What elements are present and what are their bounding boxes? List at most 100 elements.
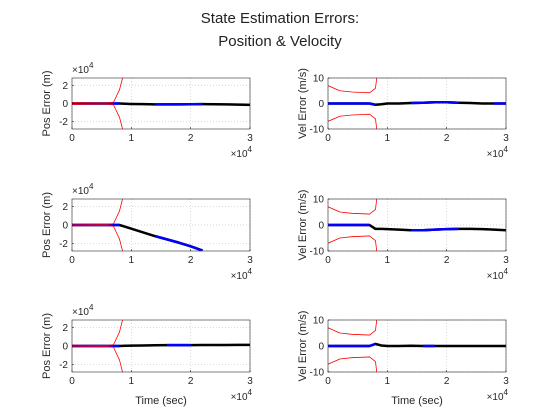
figure-title: State Estimation Errors:	[201, 10, 359, 27]
x-tick-label: 1	[385, 133, 391, 144]
exponent-power: 4	[248, 388, 253, 397]
y-tick-label: -2	[59, 239, 68, 250]
series-line	[72, 225, 123, 251]
x-tick-label: 2	[188, 255, 194, 266]
exponent-base: ×10	[72, 65, 89, 76]
x-tick-label: 1	[385, 376, 391, 387]
series-group	[328, 78, 506, 129]
x-tick-label: 3	[247, 133, 253, 144]
y-tick-label: 10	[313, 74, 325, 85]
y-axis-label: Pos Error (m)	[41, 192, 53, 258]
series-line	[72, 320, 123, 346]
exponent-power: 4	[89, 61, 94, 70]
axis-exponent: ×104	[487, 145, 509, 160]
series-line	[411, 100, 459, 105]
series-line	[72, 199, 123, 225]
x-tick-label: 3	[503, 133, 509, 144]
series-line	[328, 113, 378, 129]
y-axis-label: Vel Error (m/s)	[297, 68, 309, 139]
exponent-base: ×10	[487, 149, 504, 160]
y-tick-label: 2	[62, 202, 68, 213]
y-tick-label: -2	[59, 117, 68, 128]
x-tick-label: 2	[188, 133, 194, 144]
y-axis-label: Vel Error (m/s)	[297, 311, 309, 382]
series-line	[328, 356, 378, 372]
series-line	[328, 78, 378, 94]
series-line	[328, 235, 378, 251]
x-tick-label: 0	[69, 376, 75, 387]
x-tick-label: 1	[385, 255, 391, 266]
series-group	[328, 199, 506, 251]
exponent-base: ×10	[231, 392, 248, 403]
axis-exponent: ×104	[72, 303, 94, 318]
x-tick-label: 0	[69, 133, 75, 144]
y-tick-label: 0	[62, 99, 68, 110]
y-tick-label: -2	[59, 360, 68, 371]
exponent-power: 4	[248, 267, 253, 276]
axis-exponent: ×104	[231, 145, 253, 160]
axis-exponent: ×104	[487, 267, 509, 282]
y-tick-label: 2	[62, 81, 68, 92]
x-tick-label: 2	[444, 376, 450, 387]
x-tick-label: 2	[444, 133, 450, 144]
series-group	[72, 78, 250, 129]
series-line	[328, 102, 376, 107]
y-axis-label: Pos Error (m)	[41, 71, 53, 137]
x-tick-label: 1	[129, 255, 135, 266]
y-axis-label: Vel Error (m/s)	[297, 190, 309, 261]
y-tick-label: 10	[313, 316, 325, 327]
x-tick-label: 0	[325, 376, 331, 387]
axes-box	[327, 77, 507, 130]
x-tick-label: 3	[247, 376, 253, 387]
y-tick-label: 0	[318, 221, 324, 232]
figure-title: Position & Velocity	[218, 33, 342, 50]
series-group	[328, 320, 506, 372]
exponent-base: ×10	[231, 149, 248, 160]
x-tick-label: 2	[188, 376, 194, 387]
x-tick-label: 2	[444, 255, 450, 266]
series-line	[72, 78, 123, 104]
axis-exponent: ×104	[72, 182, 94, 197]
axis-exponent: ×104	[231, 388, 253, 403]
x-tick-label: 1	[129, 376, 135, 387]
y-tick-label: 0	[318, 99, 324, 110]
y-tick-label: -10	[310, 125, 325, 136]
axis-exponent: ×104	[72, 61, 94, 76]
axes-box	[71, 319, 251, 373]
x-axis-label: Time (sec)	[135, 395, 187, 407]
x-tick-label: 0	[69, 255, 75, 266]
axes-box	[71, 198, 251, 252]
exponent-power: 4	[504, 145, 509, 154]
axes-box	[327, 319, 507, 373]
exponent-base: ×10	[72, 186, 89, 197]
exponent-power: 4	[89, 303, 94, 312]
axis-exponent: ×104	[487, 388, 509, 403]
axes-box	[327, 198, 507, 252]
exponent-power: 4	[504, 267, 509, 276]
exponent-power: 4	[248, 145, 253, 154]
series-line	[411, 227, 459, 232]
y-axis-label: Pos Error (m)	[41, 313, 53, 379]
x-tick-label: 1	[129, 133, 135, 144]
series-line	[328, 320, 378, 336]
x-tick-label: 0	[325, 133, 331, 144]
exponent-base: ×10	[72, 307, 89, 318]
x-axis-label: Time (sec)	[391, 395, 443, 407]
exponent-base: ×10	[487, 392, 504, 403]
x-tick-label: 3	[503, 376, 509, 387]
exponent-base: ×10	[487, 271, 504, 282]
y-tick-label: 10	[313, 195, 325, 206]
y-tick-label: 2	[62, 323, 68, 334]
series-line	[72, 103, 123, 129]
x-tick-label: 0	[325, 255, 331, 266]
series-group	[72, 320, 250, 372]
series-line	[154, 234, 203, 251]
series-line	[72, 346, 123, 372]
exponent-power: 4	[89, 182, 94, 191]
exponent-base: ×10	[231, 271, 248, 282]
y-tick-label: -10	[310, 368, 325, 379]
y-tick-label: 0	[318, 342, 324, 353]
axes-box	[71, 77, 251, 130]
